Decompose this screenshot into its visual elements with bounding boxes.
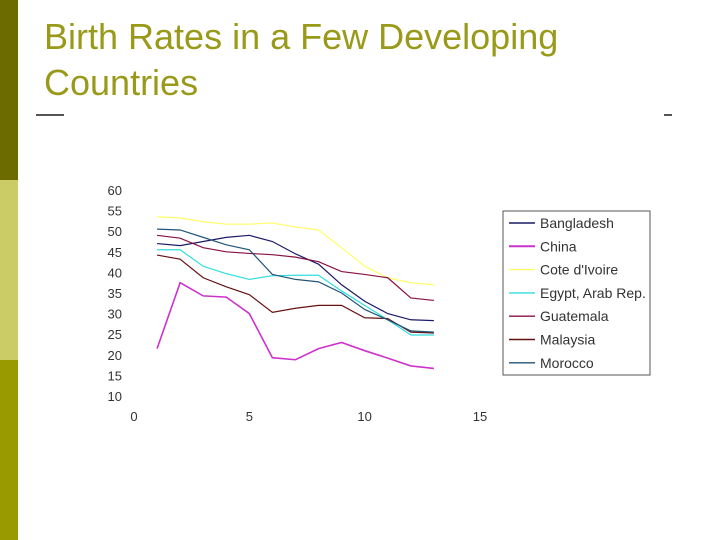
legend-entry: Malaysia [540, 332, 595, 348]
y-tick-label: 25 [108, 327, 122, 342]
legend-entry: Guatemala [540, 308, 609, 324]
y-tick-label: 55 [108, 204, 122, 219]
x-tick-label: 0 [130, 409, 137, 424]
y-tick-label: 45 [108, 245, 122, 260]
title-underline-right [664, 114, 672, 116]
y-tick-label: 50 [108, 224, 122, 239]
y-tick-label: 10 [108, 389, 122, 404]
y-tick-label: 30 [108, 307, 122, 322]
legend-entry: Bangladesh [540, 215, 614, 231]
x-tick-label: 15 [473, 409, 487, 424]
x-tick-label: 10 [357, 409, 371, 424]
legend-entry: Morocco [540, 355, 594, 371]
series-line-guatemala [156, 234, 434, 302]
legend-entry: China [540, 238, 577, 254]
sidebar-band-top [0, 0, 18, 180]
x-tick-label: 5 [246, 409, 253, 424]
title-underline-left [36, 114, 64, 116]
y-tick-label: 15 [108, 368, 122, 383]
y-tick-label: 40 [108, 265, 122, 280]
sidebar-band-middle [0, 180, 18, 360]
slide-title: Birth Rates in a Few Developing Countrie… [44, 16, 559, 103]
legend-entry: Egypt, Arab Rep. [540, 285, 646, 301]
y-tick-label: 60 [108, 183, 122, 198]
series-line-bangladesh [157, 234, 434, 322]
legend-box [502, 210, 651, 376]
series-line-morocco [157, 228, 434, 333]
legend: Bangladesh China Cote d'Ivoire Egypt, Arab … [502, 210, 651, 376]
y-tick-label: 35 [108, 286, 122, 301]
series-line-china [156, 281, 434, 370]
series-layer [156, 216, 434, 370]
legend-entry: Cote d'Ivoire [540, 262, 618, 278]
sidebar-band-bottom [0, 360, 18, 540]
y-tick-label: 20 [108, 348, 122, 363]
axis-layer: 60 55 50 45 40 35 30 25 20 15 10 0 5 10 15 [108, 183, 488, 424]
series-line-malaysia [156, 254, 434, 334]
